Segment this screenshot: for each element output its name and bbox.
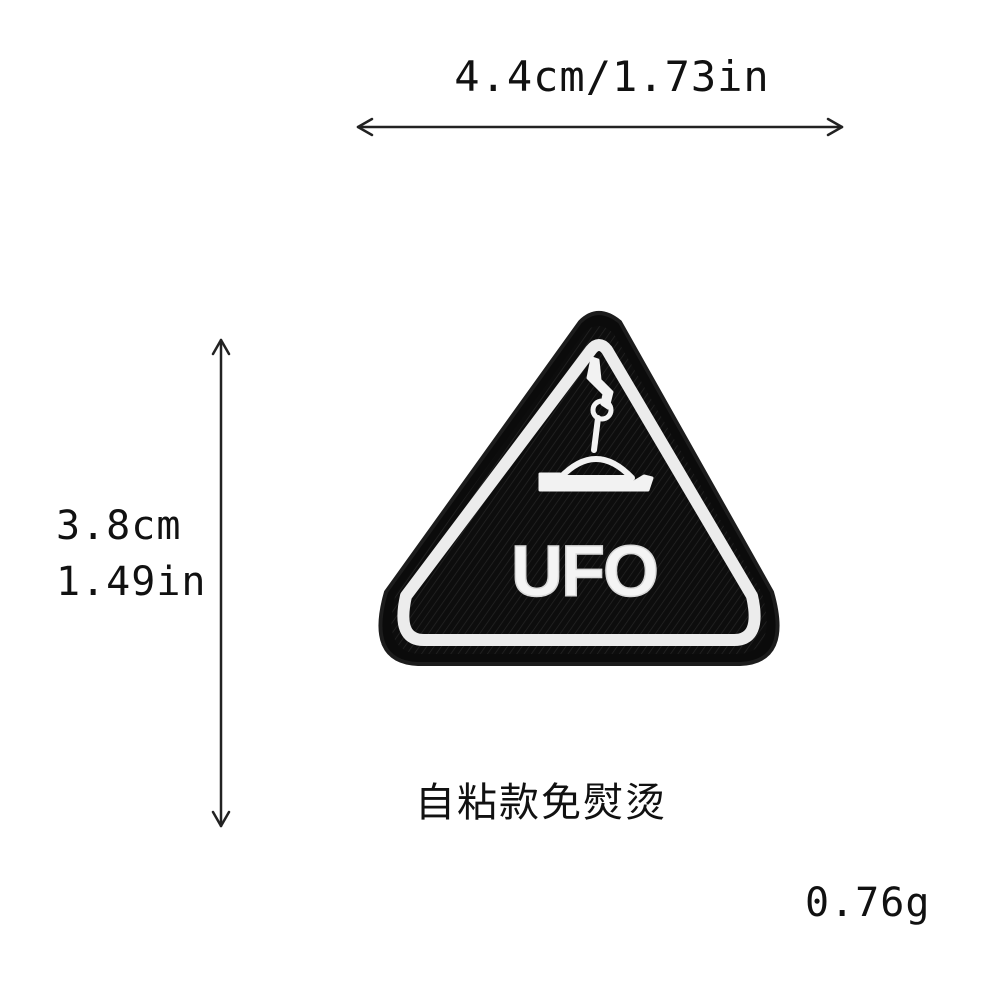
width-arrow <box>356 117 844 137</box>
patch-text: UFO <box>511 532 657 612</box>
product-note: 自粘款免熨烫 <box>415 780 667 826</box>
height-cm-label: 3.8cm <box>56 503 182 549</box>
height-dimension-label: 3.8cm 1.49in <box>56 498 207 610</box>
weight-label: 0.76g <box>805 880 931 926</box>
height-in-label: 1.49in <box>56 559 207 605</box>
height-arrow <box>211 338 231 828</box>
patch-outline-stitch <box>397 339 761 646</box>
ufo-abduction-icon <box>538 356 654 492</box>
width-dimension-label: 4.4cm/1.73in <box>454 52 770 101</box>
